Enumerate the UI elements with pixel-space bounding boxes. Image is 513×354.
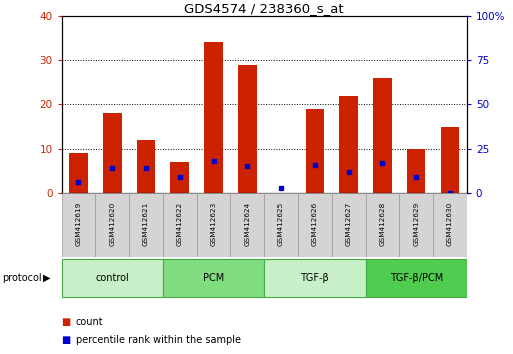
- Text: GSM412629: GSM412629: [413, 201, 419, 246]
- Bar: [365, 193, 399, 257]
- Text: GSM412622: GSM412622: [177, 201, 183, 246]
- Text: GSM412619: GSM412619: [75, 201, 82, 246]
- Bar: [62, 193, 95, 257]
- Bar: [62, 259, 163, 297]
- Bar: [136, 140, 155, 193]
- Text: GSM412630: GSM412630: [447, 201, 453, 246]
- Bar: [264, 259, 365, 297]
- Text: GSM412625: GSM412625: [278, 201, 284, 246]
- Bar: [103, 113, 122, 193]
- Text: GSM412624: GSM412624: [244, 201, 250, 246]
- Bar: [69, 153, 88, 193]
- Bar: [433, 193, 467, 257]
- Text: ▶: ▶: [43, 273, 50, 283]
- Text: GSM412627: GSM412627: [346, 201, 351, 246]
- Text: GSM412623: GSM412623: [210, 201, 216, 246]
- Bar: [170, 162, 189, 193]
- Text: TGF-β: TGF-β: [301, 273, 329, 283]
- Bar: [441, 127, 459, 193]
- Text: GSM412628: GSM412628: [380, 201, 385, 246]
- Text: percentile rank within the sample: percentile rank within the sample: [76, 335, 241, 345]
- Bar: [365, 259, 467, 297]
- Bar: [163, 193, 196, 257]
- Title: GDS4574 / 238360_s_at: GDS4574 / 238360_s_at: [184, 2, 344, 15]
- Bar: [332, 193, 365, 257]
- Bar: [264, 193, 298, 257]
- Text: GSM412626: GSM412626: [312, 201, 318, 246]
- Text: ■: ■: [62, 317, 71, 327]
- Bar: [196, 193, 230, 257]
- Bar: [339, 96, 358, 193]
- Bar: [204, 42, 223, 193]
- Bar: [373, 78, 392, 193]
- Bar: [407, 149, 425, 193]
- Bar: [129, 193, 163, 257]
- Text: PCM: PCM: [203, 273, 224, 283]
- Bar: [399, 193, 433, 257]
- Bar: [298, 193, 332, 257]
- Text: GSM412621: GSM412621: [143, 201, 149, 246]
- Bar: [230, 193, 264, 257]
- Text: control: control: [95, 273, 129, 283]
- Bar: [163, 259, 264, 297]
- Text: GSM412620: GSM412620: [109, 201, 115, 246]
- Text: count: count: [76, 317, 104, 327]
- Bar: [95, 193, 129, 257]
- Bar: [238, 65, 256, 193]
- Bar: [306, 109, 324, 193]
- Text: ■: ■: [62, 335, 71, 345]
- Text: protocol: protocol: [3, 273, 42, 283]
- Text: TGF-β/PCM: TGF-β/PCM: [389, 273, 443, 283]
